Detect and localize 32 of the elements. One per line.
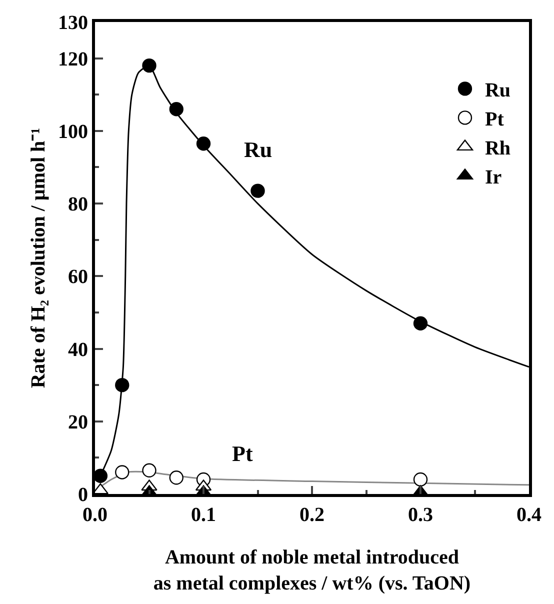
legend-label: Ir bbox=[484, 166, 502, 188]
point bbox=[413, 316, 428, 330]
y-axis-title: Rate of H₂ evolution / μmol h⁻¹ bbox=[28, 128, 50, 388]
legend-label: Rh bbox=[484, 138, 511, 160]
y-tick-label: 20 bbox=[68, 411, 88, 434]
point bbox=[196, 136, 211, 151]
x-tick-label: 0.4 bbox=[516, 504, 542, 526]
y-tick-label: 130 bbox=[58, 12, 88, 34]
annotation: Pt bbox=[232, 441, 254, 466]
y-tick-label: 80 bbox=[68, 194, 88, 216]
x-tick-label: 0.0 bbox=[82, 504, 108, 526]
x-tick-label: 0.1 bbox=[191, 504, 216, 526]
annotation: Ru bbox=[244, 137, 272, 162]
y-tick-label: 40 bbox=[68, 338, 88, 361]
y-tick-label: 60 bbox=[68, 266, 88, 288]
y-tick-label: 0 bbox=[78, 484, 88, 506]
point bbox=[142, 58, 156, 73]
point bbox=[250, 184, 265, 198]
x-tick-label: 0.2 bbox=[300, 504, 324, 526]
point bbox=[115, 465, 130, 480]
point bbox=[115, 378, 130, 392]
legend-label: Pt bbox=[484, 108, 504, 130]
legend-label: Ru bbox=[484, 80, 511, 102]
point bbox=[169, 102, 184, 116]
point bbox=[413, 472, 428, 487]
point bbox=[93, 468, 108, 483]
point bbox=[142, 463, 156, 478]
x-tick-label: 0.3 bbox=[408, 504, 433, 526]
x-axis-title: Amount of noble metal introduced as metal complexes / wt% (vs. TaON) bbox=[153, 546, 471, 594]
y-tick-label: 120 bbox=[58, 48, 88, 70]
y-tick-label: 100 bbox=[58, 120, 88, 143]
point bbox=[169, 470, 184, 485]
